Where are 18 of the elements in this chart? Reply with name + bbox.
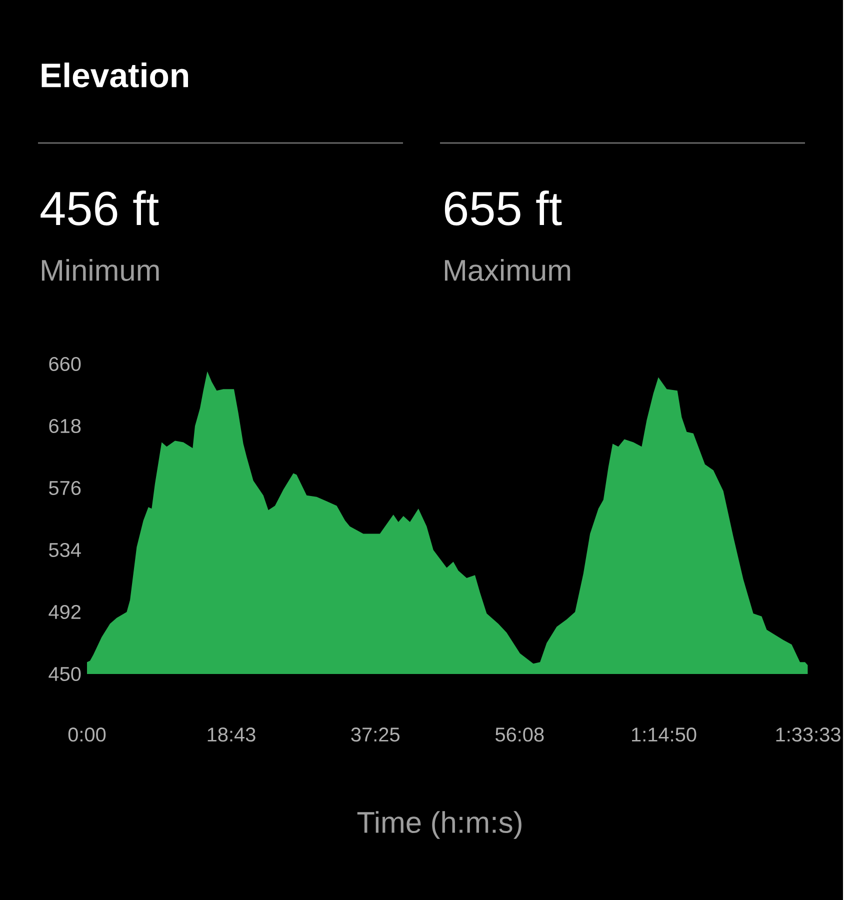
y-tick-label: 576 — [49, 480, 81, 496]
text: Minimum — [42, 259, 159, 281]
y-tick-label: 660 — [49, 356, 81, 372]
x-tick-label: 56:08 — [496, 728, 544, 742]
x-tick-label: 0:00 — [68, 728, 106, 742]
y-tick-label: 618 — [49, 418, 81, 434]
x-tick-label: 18:43 — [208, 728, 256, 742]
text: 456 ft — [40, 190, 159, 226]
x-tick-label: 1:14:50 — [632, 728, 696, 742]
y-tick-label: 534 — [49, 542, 82, 558]
y-tick-label: 450 — [48, 666, 81, 682]
text: 655 ft — [445, 190, 562, 226]
text: Maximum — [445, 259, 570, 281]
x-axis-title: Time (h:m:s) — [358, 811, 522, 839]
x-tick-label: 1:33:33 — [776, 728, 841, 742]
x-tick-label: 37:25 — [351, 728, 400, 742]
y-tick-label: 492 — [48, 604, 81, 620]
chart-title: Elevation — [42, 62, 188, 88]
